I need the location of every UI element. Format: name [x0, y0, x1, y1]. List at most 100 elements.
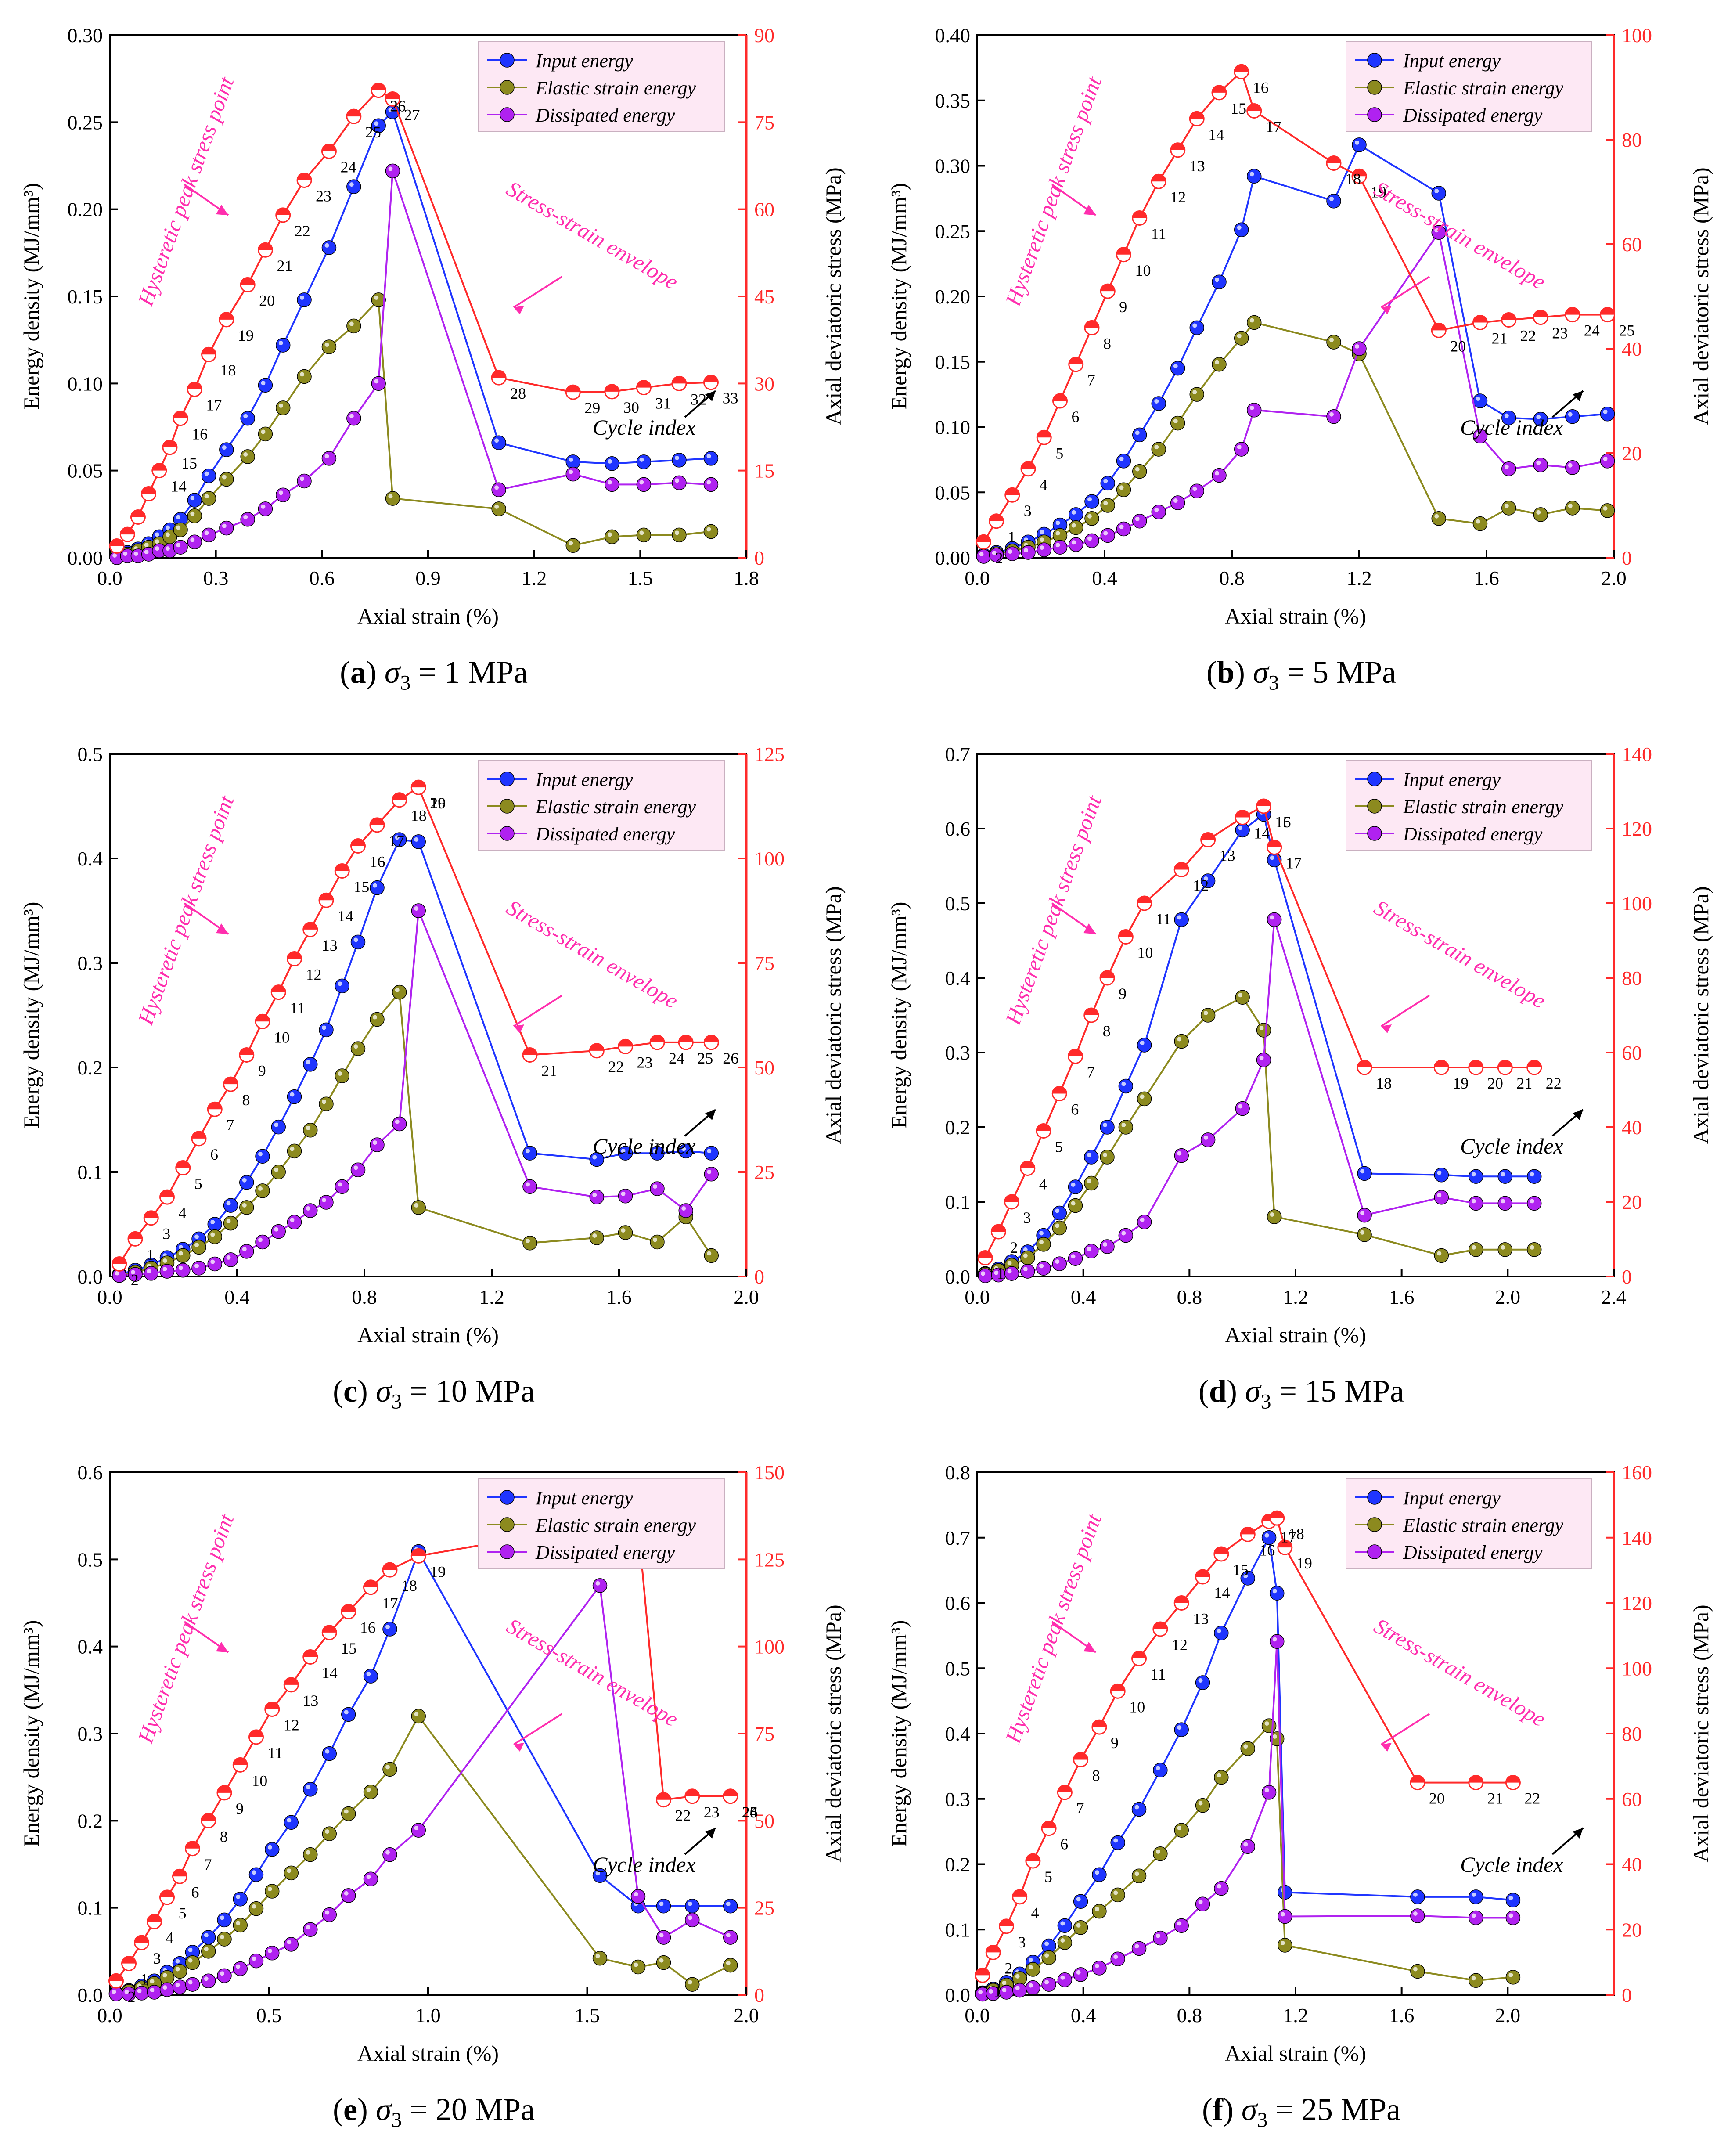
point-highlight [1355, 344, 1359, 349]
point-highlight [1249, 405, 1254, 410]
stress-point-fill [287, 952, 302, 959]
chart-svg: 0.0 0.5 1.0 1.5 2.00.00.10.20.30.40.50.60255… [19, 1461, 846, 2066]
cycle-label: 14 [1254, 825, 1270, 842]
stress-point-fill [192, 1131, 206, 1139]
x-axis-label: Axial strain (%) [357, 604, 499, 628]
point-highlight [989, 1989, 993, 1994]
cycle-label: 17 [1286, 854, 1302, 872]
stress-point-fill [1119, 930, 1133, 937]
x-tick-label: 0.8 [1219, 567, 1245, 589]
point-highlight [1568, 503, 1573, 508]
caption-close: ) [1234, 655, 1253, 690]
stress-point-fill [989, 514, 1004, 521]
cycle-label: 5 [1055, 1138, 1063, 1156]
caption-subscript: 3 [391, 2108, 402, 2132]
dissipated-energy-point [239, 1244, 254, 1259]
point-highlight [176, 543, 181, 548]
point-highlight [1094, 1907, 1099, 1911]
point-highlight [688, 1915, 692, 1920]
envelope-arrowhead [514, 1743, 524, 1752]
dissipated-energy-point [565, 466, 581, 482]
point-highlight [252, 1904, 256, 1909]
caption-letter: b [1217, 655, 1235, 690]
input-energy-line [983, 144, 1608, 556]
point-highlight [344, 1809, 349, 1814]
cycle-label: 22 [675, 1807, 691, 1824]
y-tick-label: 0.05 [935, 481, 971, 504]
y-tick-label: 0.10 [68, 372, 103, 395]
input-energy-point [1057, 1918, 1073, 1933]
elastic-energy-point [185, 1955, 200, 1970]
point-highlight [1007, 1269, 1012, 1274]
y2-tick-label: 140 [1622, 743, 1652, 765]
input-energy-point [1431, 186, 1446, 201]
point-highlight [1121, 1123, 1126, 1127]
dissipated-energy-point [108, 1987, 124, 2001]
point-highlight [204, 494, 209, 499]
stress-point-fill [1021, 461, 1035, 469]
legend: Input energy Elastic strain energy Dissipa… [478, 41, 725, 132]
point-highlight [1134, 1805, 1139, 1810]
hysteretic-annotation: Hysteretic peak stress point [133, 792, 239, 1028]
dissipated-energy-point [201, 1973, 216, 1989]
cycle-label: 10 [1135, 262, 1151, 279]
stress-point-fill [1234, 65, 1249, 72]
stress-point-fill [233, 1758, 248, 1765]
cycle-label: 8 [220, 1828, 228, 1845]
elastic-energy-point [341, 1806, 356, 1821]
input-energy-point [1352, 137, 1367, 152]
x-tick-label: 2.0 [734, 1286, 759, 1308]
elastic-energy-point [1278, 1938, 1292, 1953]
stress-point-fill [176, 1161, 190, 1168]
elastic-energy-point [723, 1958, 738, 1973]
legend-marker [1367, 1490, 1382, 1505]
cycle-label: 18 [411, 807, 427, 825]
legend-marker [1367, 799, 1382, 814]
dissipated-energy-point [240, 512, 255, 527]
elastic-energy-point [1132, 464, 1147, 479]
cycle-label: 23 [1552, 324, 1568, 342]
cycle-label: 5 [1044, 1868, 1052, 1886]
cycle-label: 12 [284, 1716, 299, 1734]
point-highlight [1055, 520, 1060, 525]
point-highlight [1501, 1245, 1505, 1250]
y2-axis-label: Axial deviatoric stress (MPa) [821, 886, 846, 1144]
cycle-label: 7 [1076, 1799, 1084, 1817]
y-axis-label: Energy density (MJ/mm³) [886, 902, 911, 1129]
y2-tick-label: 25 [754, 1897, 774, 1919]
y2-tick-label: 90 [754, 24, 774, 47]
dissipated-energy-point [1352, 341, 1367, 356]
cycle-index-annotation: Cycle index [593, 1852, 696, 1877]
point-highlight [726, 1901, 731, 1906]
input-energy-point [1527, 1169, 1542, 1184]
cycle-label: 3 [1018, 1933, 1026, 1951]
input-energy-point [1132, 427, 1147, 443]
point-highlight [1177, 1826, 1182, 1831]
elastic-energy-point [392, 984, 407, 1000]
dissipated-energy-point [1132, 513, 1147, 529]
point-highlight [242, 1203, 247, 1208]
input-energy-point [1600, 407, 1615, 422]
point-highlight [373, 1140, 377, 1145]
stress-point-fill [1058, 1785, 1072, 1792]
point-highlight [306, 1125, 310, 1130]
stress-point-fill [1434, 1060, 1449, 1067]
cycle-label: 7 [204, 1856, 212, 1873]
stress-point-fill [110, 539, 124, 546]
cycle-label: 17 [389, 832, 404, 850]
point-highlight [210, 1220, 215, 1224]
cycle-label: 15 [181, 454, 197, 472]
cycle-label: 19 [1371, 183, 1386, 201]
stress-point-fill [1174, 862, 1189, 870]
input-energy-point [1189, 320, 1204, 335]
cycle-label: 2 [1010, 1239, 1018, 1256]
point-highlight [1121, 1082, 1126, 1086]
cycle-label: 10 [1129, 1698, 1145, 1716]
input-energy-point [1137, 1038, 1152, 1053]
elastic-energy-point [207, 1229, 222, 1244]
elastic-energy-point [672, 527, 687, 543]
point-highlight [176, 515, 181, 519]
input-energy-point [265, 1842, 280, 1857]
stress-point-fill [1565, 307, 1580, 315]
elastic-energy-point [1041, 1950, 1056, 1965]
